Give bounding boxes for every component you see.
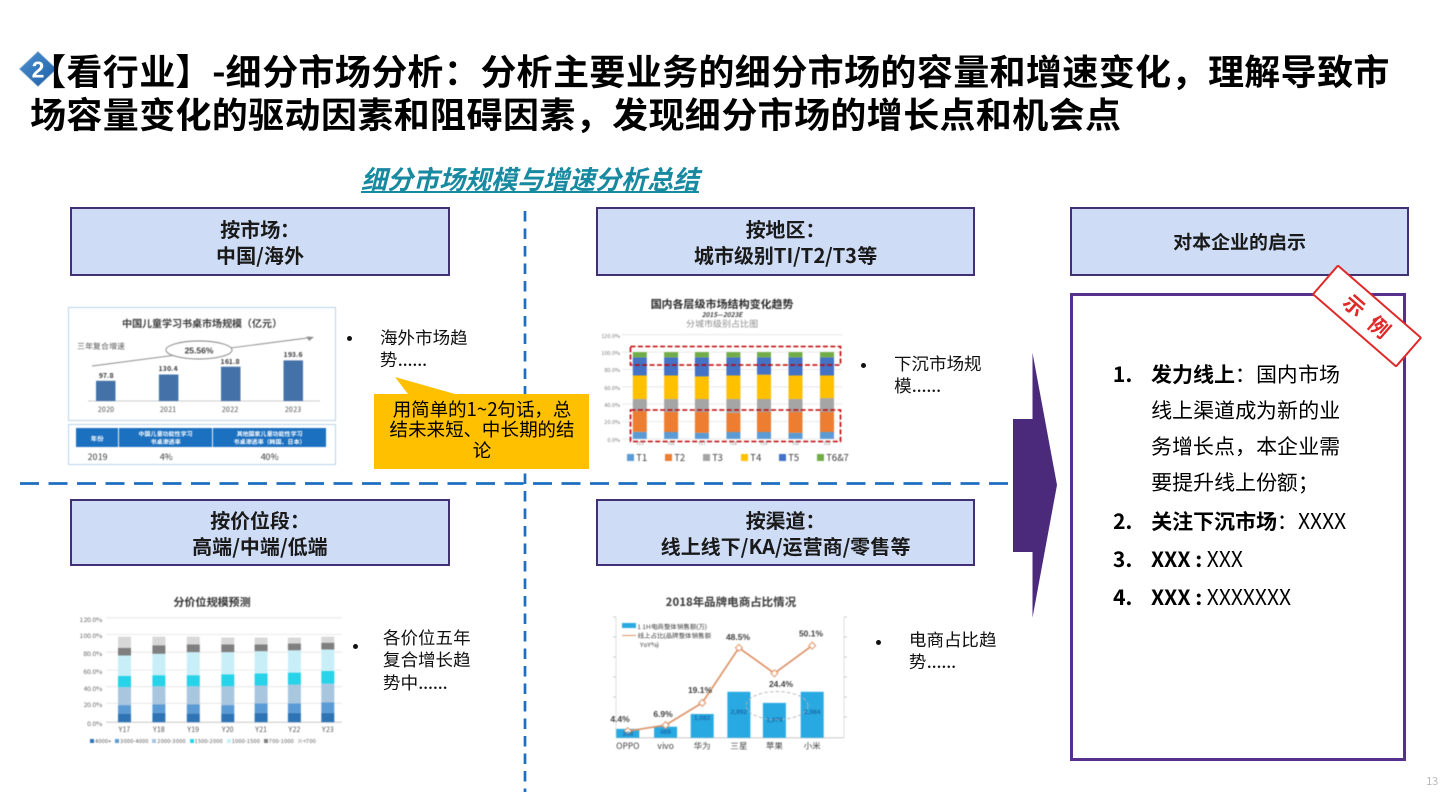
svg-text:6.9%: 6.9% — [653, 709, 673, 719]
svg-text:19.1%: 19.1% — [688, 685, 713, 695]
svg-text:499: 499 — [660, 729, 671, 736]
svg-text:394: 394 — [622, 731, 633, 738]
svg-text:25.56%: 25.56% — [185, 346, 214, 356]
svg-text:1,979: 1,979 — [766, 717, 783, 724]
svg-text:48.5%: 48.5% — [726, 632, 751, 642]
svg-text:24.4%: 24.4% — [769, 679, 794, 689]
svg-text:2,984: 2,984 — [804, 709, 821, 716]
svg-text:2,992: 2,992 — [731, 709, 748, 716]
svg-text:1,082: 1,082 — [694, 715, 711, 722]
svg-text:4.4%: 4.4% — [610, 714, 630, 724]
svg-text:50.1%: 50.1% — [799, 629, 824, 639]
svg-text:2: 2 — [32, 57, 45, 83]
